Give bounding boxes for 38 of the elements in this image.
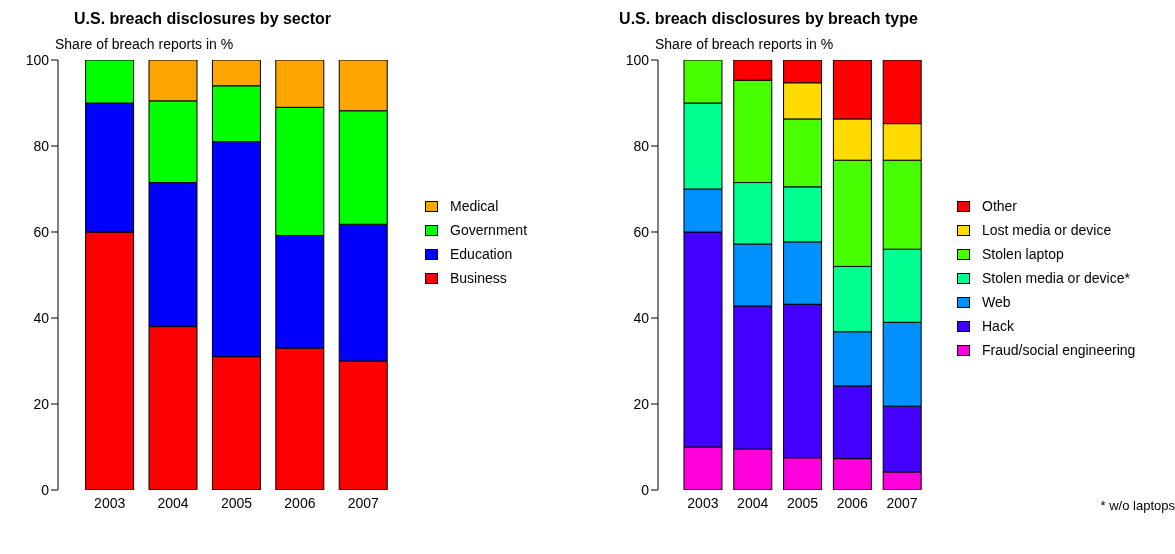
y-tick-label: 60 (633, 223, 650, 240)
x-tick-label: 2003 (94, 494, 126, 511)
y-axis-title: Share of breach reports in % (655, 36, 834, 52)
chart-title: U.S. breach disclosures by sector (73, 10, 332, 28)
x-tick-label: 2007 (886, 494, 918, 511)
y-tick-label: 60 (33, 223, 50, 240)
x-tick-label: 2005 (786, 494, 819, 511)
y-tick-label: 20 (633, 395, 650, 412)
legend-label: Government (450, 222, 528, 238)
legend-label: Lost media or device (982, 222, 1112, 238)
legend-label: Web (982, 294, 1011, 310)
x-tick-label: 2003 (687, 494, 719, 511)
y-tick-label: 100 (25, 51, 50, 68)
x-tick-label: 2005 (220, 494, 253, 511)
legend-label: Medical (450, 198, 499, 214)
legend-label: Business (450, 270, 507, 286)
legend-label: Education (450, 246, 513, 262)
x-tick-label: 2004 (737, 494, 769, 511)
x-tick-label: 2006 (284, 494, 316, 511)
legend-label: Stolen laptop (982, 246, 1064, 262)
legend-label: Hack (982, 318, 1014, 334)
y-axis-title: Share of breach reports in % (55, 36, 234, 52)
y-tick-label: 40 (33, 309, 50, 326)
y-tick-label: 0 (41, 481, 50, 498)
legend-label: Other (982, 198, 1018, 214)
y-tick-label: 40 (633, 309, 650, 326)
legend-label: Stolen media or device* (982, 270, 1130, 286)
x-tick-label: 2006 (836, 494, 869, 511)
y-tick-label: 80 (33, 137, 50, 154)
x-tick-label: 2007 (347, 494, 380, 511)
y-tick-label: 80 (633, 137, 650, 154)
y-tick-label: 100 (625, 51, 650, 68)
chart-title: U.S. breach disclosures by breach type (618, 10, 919, 28)
text: * w/o laptops (1100, 498, 1175, 513)
y-tick-label: 20 (33, 395, 50, 412)
x-tick-label: 2004 (157, 494, 189, 511)
y-tick-label: 0 (641, 481, 650, 498)
legend-label: Fraud/social engineering (982, 342, 1136, 358)
